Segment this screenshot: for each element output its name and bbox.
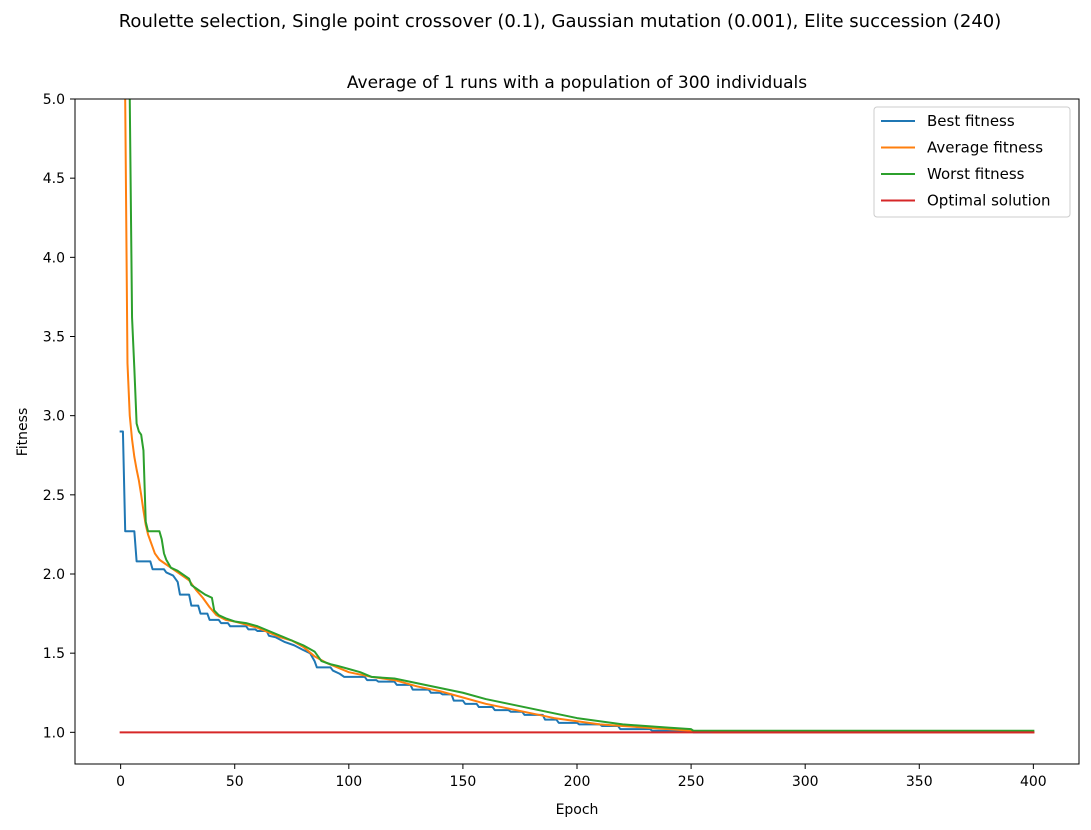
x-tick-label: 100: [335, 774, 362, 790]
legend: Best fitness Average fitness Worst fitness…: [873, 106, 1071, 218]
series-line-best-fitness: [119, 430, 1035, 734]
legend-label-optimal-solution: Optimal solution: [927, 192, 1051, 210]
x-tick-label: 300: [792, 774, 819, 790]
x-tick-label: 150: [450, 774, 477, 790]
x-axis-ticks: 0 50 100 150 200 250 300 350 400: [116, 764, 1047, 790]
x-tick-label: 200: [564, 774, 591, 790]
y-tick-label: 1.5: [43, 646, 65, 662]
y-tick-label: 4.5: [43, 171, 65, 187]
legend-frame: [873, 106, 1071, 218]
y-tick-label: 4.0: [43, 250, 65, 266]
x-tick-label: 0: [116, 774, 125, 790]
x-tick-label: 350: [906, 774, 933, 790]
legend-label-worst-fitness: Worst fitness: [927, 165, 1025, 183]
y-axis-ticks: 1.0 1.5 2.0 2.5 3.0 3.5 4.0 4.5 5.0: [43, 92, 75, 741]
chart-title: Average of 1 runs with a population of 3…: [347, 73, 807, 93]
y-tick-label: 1.0: [43, 725, 65, 741]
x-tick-label: 400: [1020, 774, 1047, 790]
x-axis-label: Epoch: [556, 802, 599, 818]
figure-suptitle: Roulette selection, Single point crossov…: [119, 11, 1002, 32]
x-tick-label: 250: [678, 774, 705, 790]
x-tick-label: 50: [226, 774, 244, 790]
legend-label-best-fitness: Best fitness: [927, 112, 1015, 130]
y-axis-label: Fitness: [15, 408, 31, 457]
y-tick-label: 3.0: [43, 409, 65, 425]
y-tick-label: 3.5: [43, 330, 65, 346]
legend-label-average-fitness: Average fitness: [927, 139, 1043, 157]
series-line-worst-fitness: [128, 99, 1035, 732]
y-tick-label: 2.5: [43, 488, 65, 504]
series-layer: [119, 99, 1035, 734]
y-tick-label: 2.0: [43, 567, 65, 583]
y-tick-label: 5.0: [43, 92, 65, 108]
